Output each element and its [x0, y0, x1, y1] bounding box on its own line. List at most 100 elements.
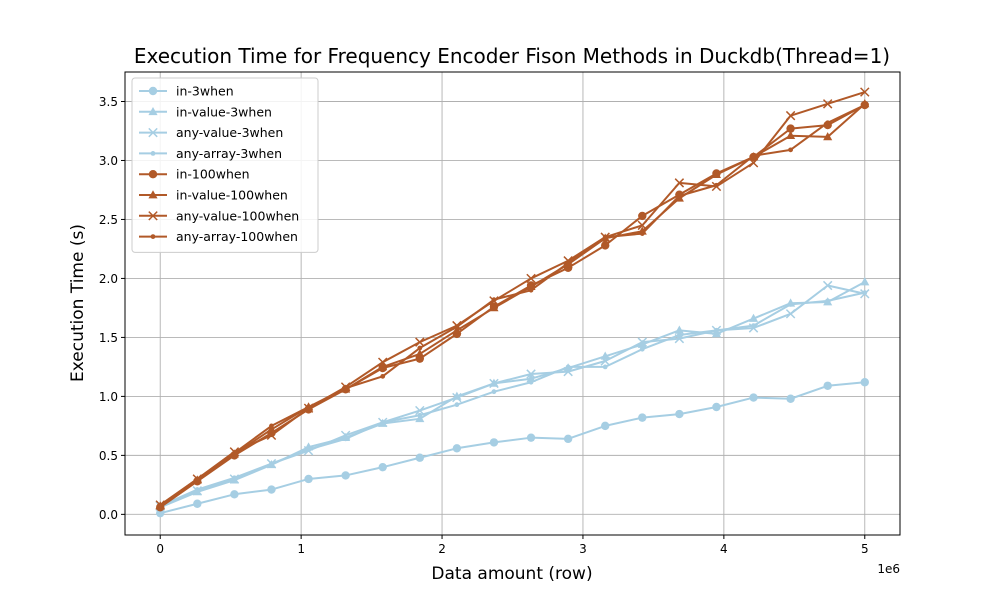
data-point	[823, 132, 833, 141]
data-point	[377, 357, 388, 367]
y-tick-label: 0.0	[99, 508, 118, 522]
data-point	[157, 503, 163, 509]
data-point	[343, 436, 349, 442]
data-point	[637, 220, 648, 231]
data-point	[638, 211, 647, 221]
y-tick-label: 1.0	[99, 390, 118, 404]
x-tick-label: 2	[438, 542, 446, 556]
data-point	[452, 444, 462, 453]
series-line-any-value-100when	[159, 91, 866, 506]
data-point	[528, 379, 534, 385]
legend-item: in-100when	[139, 167, 250, 182]
legend-swatch-marker	[148, 190, 158, 199]
legend-item: in-value-100when	[139, 188, 288, 203]
data-point	[676, 193, 682, 199]
legend-label: any-value-3when	[176, 125, 283, 140]
y-tick-label: 3.5	[99, 95, 118, 109]
data-point	[788, 301, 794, 307]
data-point	[714, 327, 719, 333]
data-point	[602, 364, 608, 370]
legend-label: in-value-100when	[176, 188, 288, 203]
data-point	[786, 130, 796, 140]
data-point	[266, 430, 277, 441]
data-point	[306, 447, 311, 452]
series-in-3when	[156, 378, 869, 518]
data-point	[639, 346, 645, 352]
data-point	[526, 373, 536, 383]
data-point	[748, 313, 759, 322]
x-tick-label: 5	[861, 542, 869, 556]
legend-item: any-value-3when	[139, 125, 283, 140]
data-point	[526, 433, 536, 442]
data-point	[788, 147, 794, 153]
data-point	[194, 476, 200, 482]
series-any-array-100when	[157, 102, 868, 509]
data-point	[862, 290, 868, 295]
data-point	[600, 356, 610, 366]
data-point	[491, 297, 497, 303]
tick-layer: 0 1 2 3 4 5 0.0 0.5 1.0 1.5 2.0 2.5 3.0 3.5	[99, 95, 869, 556]
data-point	[452, 392, 462, 403]
legend-swatch-marker	[148, 107, 158, 116]
data-point	[714, 182, 719, 188]
data-point	[269, 423, 274, 429]
data-point	[156, 508, 165, 518]
series-line-any-value-3when	[159, 284, 865, 508]
data-point	[526, 369, 536, 379]
data-point	[601, 241, 610, 250]
data-point	[825, 298, 831, 304]
data-point	[193, 499, 202, 508]
data-point	[785, 309, 796, 319]
data-point	[860, 87, 870, 97]
data-point	[825, 120, 831, 126]
data-point	[343, 385, 349, 391]
y-tick-label: 1.5	[99, 331, 118, 345]
data-point	[415, 349, 425, 358]
y-axis-title: Execution Time (s)	[68, 224, 88, 382]
data-point	[601, 421, 610, 431]
data-point	[786, 394, 795, 403]
series-any-array-3when	[157, 290, 868, 509]
legend-swatch-marker	[148, 170, 158, 179]
data-point	[454, 324, 460, 330]
legend-swatch-marker	[150, 234, 156, 240]
data-point	[231, 450, 237, 456]
legend-label: any-array-3when	[176, 146, 282, 161]
data-point	[823, 381, 832, 390]
legend-item: any-array-100when	[139, 229, 298, 244]
data-point	[785, 110, 796, 121]
data-point	[748, 158, 759, 168]
data-point	[417, 345, 423, 351]
data-point	[415, 453, 424, 462]
data-point	[600, 351, 610, 360]
data-point	[230, 490, 239, 499]
chart-title: Execution Time for Frequency Encoder Fis…	[134, 44, 890, 68]
x-axis-title: Data amount (row)	[431, 564, 592, 584]
x-tick-label: 3	[579, 542, 587, 556]
data-point	[639, 231, 645, 237]
y-tick-label: 2.5	[99, 213, 118, 227]
legend-item: in-3when	[139, 84, 234, 99]
x-axis-offset-label: 1e6	[877, 562, 900, 576]
data-point	[417, 412, 423, 418]
series-line-any-array-100when	[159, 104, 866, 507]
series-line-in-3when	[159, 381, 865, 515]
data-point	[452, 325, 462, 334]
data-point	[378, 462, 387, 472]
legend-label: in-3when	[176, 84, 234, 99]
legend-label: any-array-100when	[176, 229, 298, 244]
data-point	[637, 339, 647, 348]
series-line-any-array-3when	[159, 291, 865, 508]
data-point	[341, 471, 350, 480]
y-tick-label: 2.0	[99, 272, 118, 286]
series-line-in-value-3when	[159, 281, 866, 509]
legend-frame	[131, 77, 319, 253]
data-point	[711, 169, 722, 178]
data-point	[266, 424, 277, 433]
data-point	[711, 329, 722, 338]
data-point	[822, 280, 833, 291]
data-point	[415, 414, 425, 423]
legend-swatch-marker	[148, 127, 158, 138]
